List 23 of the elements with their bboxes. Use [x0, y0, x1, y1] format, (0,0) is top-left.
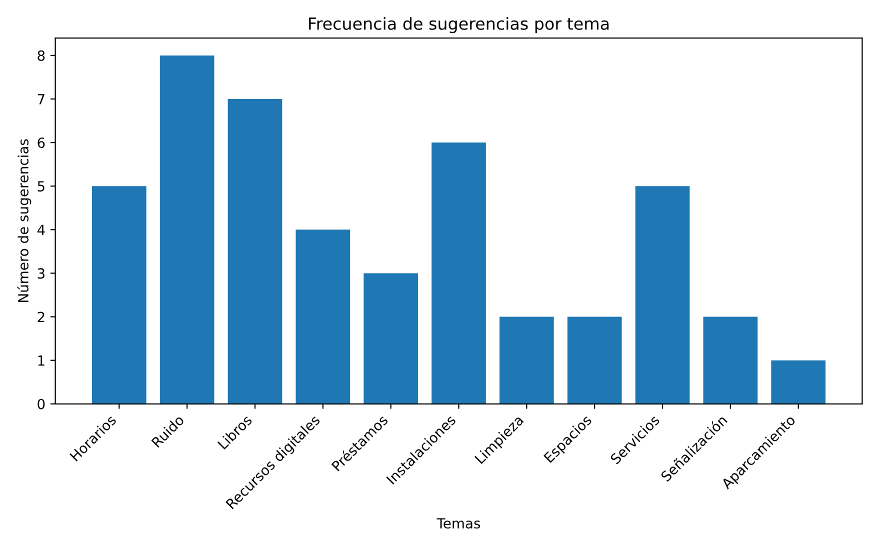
y-tick-label: 2: [38, 312, 44, 322]
y-tick-label: 3: [38, 268, 44, 279]
y-tick-label: 7: [38, 94, 44, 104]
chart-title: Frecuencia de sugerencias por tema: [309, 17, 609, 34]
bar: [296, 230, 350, 404]
y-tick-label: 1: [38, 355, 44, 366]
y-tick-label: 4: [37, 224, 45, 235]
bar: [92, 186, 146, 404]
bar: [500, 316, 554, 404]
y-axis-title: Número de sugerencias: [17, 139, 32, 302]
bar: [432, 142, 486, 404]
y-tick-label: 8: [38, 50, 45, 61]
y-tick-label: 6: [38, 138, 45, 148]
bar: [703, 316, 758, 404]
y-tick-label: 0: [38, 398, 45, 410]
bar: [364, 273, 418, 404]
y-tick-label: 5: [38, 181, 44, 192]
bar: [635, 186, 690, 404]
x-axis-title: Temas: [436, 518, 480, 529]
bar: [228, 98, 282, 404]
bar: [160, 55, 214, 404]
bar: [771, 360, 826, 404]
bar: [567, 316, 622, 404]
